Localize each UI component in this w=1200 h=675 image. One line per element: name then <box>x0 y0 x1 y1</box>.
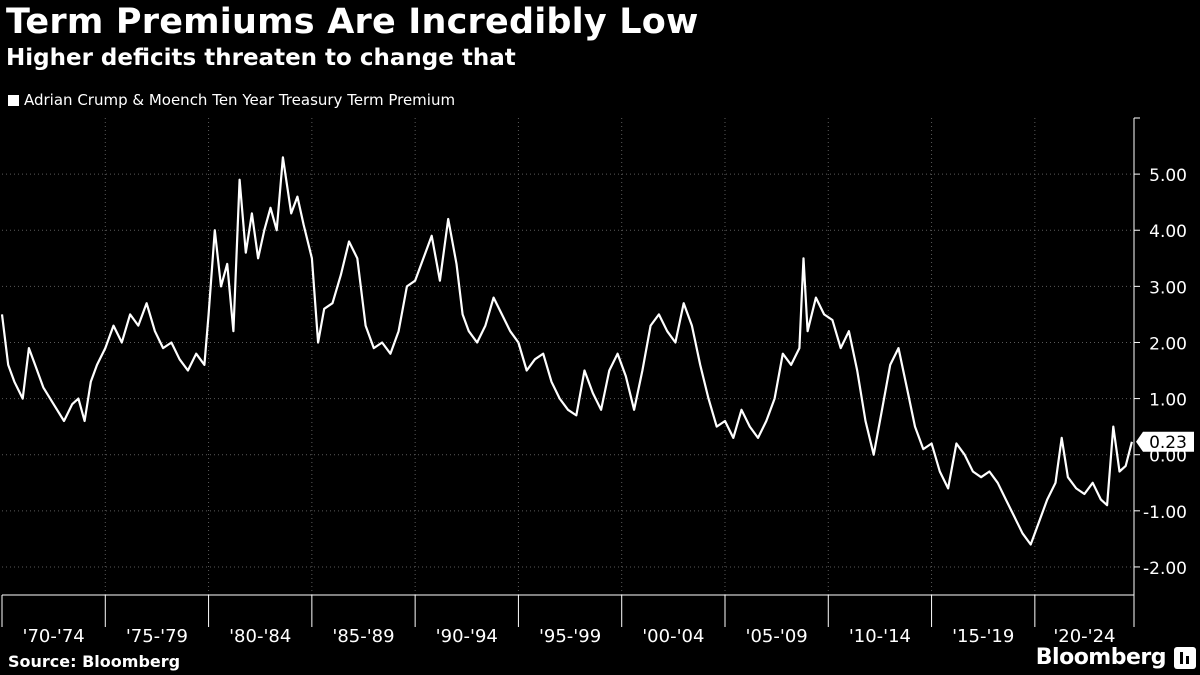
series-line <box>0 156 1133 546</box>
x-tick-label: '90-'94 <box>436 626 498 647</box>
x-tick-label: '10-'14 <box>849 626 911 647</box>
x-tick-label: '95-'99 <box>539 626 601 647</box>
y-tick-label: 2.00 <box>1149 334 1187 354</box>
y-tick-label: 3.00 <box>1149 278 1187 298</box>
brand-logo-text: Bloomberg <box>1035 645 1167 670</box>
x-tick-label: '70-'74 <box>23 626 85 647</box>
x-tick-label: '05-'09 <box>746 626 808 647</box>
x-tick-label: '85-'89 <box>332 626 394 647</box>
legend-swatch <box>8 94 19 106</box>
chart-title: Term Premiums Are Incredibly Low <box>6 2 699 42</box>
x-tick-label: '80-'84 <box>229 626 291 647</box>
x-tick-label: '15-'19 <box>952 626 1014 647</box>
bloomberg-icon <box>1174 647 1196 669</box>
x-tick-label: '00-'04 <box>642 626 704 647</box>
legend-label: Adrian Crump & Moench Ten Year Treasury … <box>24 91 456 109</box>
y-tick-label: -1.00 <box>1143 503 1187 523</box>
source-note: Source: Bloomberg <box>8 652 181 671</box>
chart-subtitle: Higher deficits threaten to change that <box>6 45 516 71</box>
y-tick-label: 4.00 <box>1149 222 1187 242</box>
x-tick-label: '20-'24 <box>1053 626 1115 647</box>
y-tick-label: 5.00 <box>1149 166 1187 186</box>
y-tick-label: -2.00 <box>1143 559 1187 579</box>
last-value-label: 0.23 <box>1149 433 1187 453</box>
y-tick-label: 1.00 <box>1149 391 1187 411</box>
legend: Adrian Crump & Moench Ten Year Treasury … <box>8 91 455 109</box>
last-value-marker <box>1136 431 1194 452</box>
x-tick-label: '75-'79 <box>126 626 188 647</box>
